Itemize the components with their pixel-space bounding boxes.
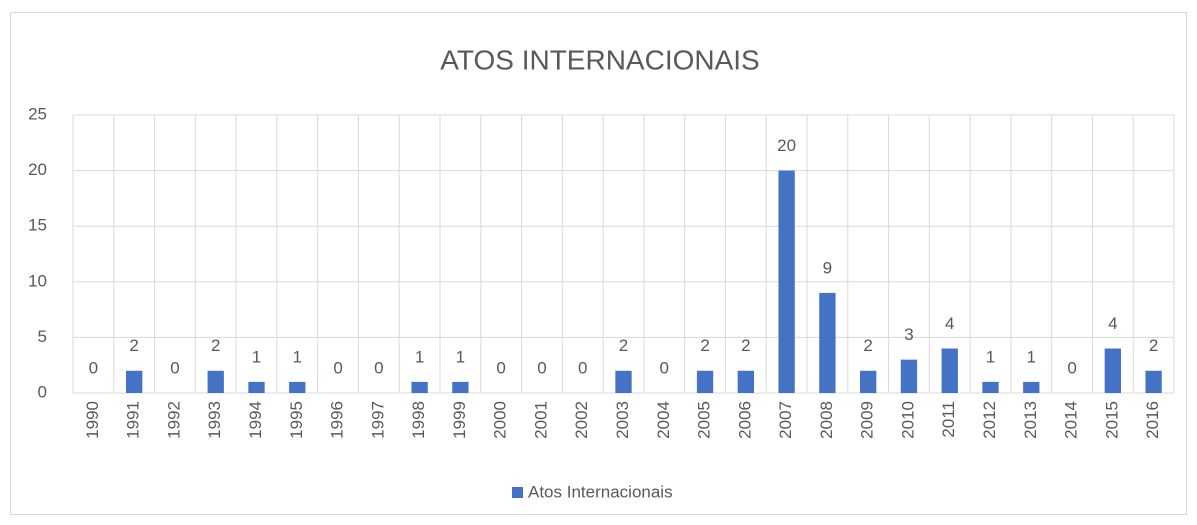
x-tick-label: 2012 [980,401,999,439]
x-tick-label: 1995 [287,401,306,439]
data-label: 2 [129,336,138,355]
y-tick-label: 25 [28,104,47,123]
data-label: 2 [619,336,628,355]
x-tick-label: 2013 [1021,401,1040,439]
x-tick-label: 1997 [368,401,387,439]
x-tick-label: 2014 [1062,401,1081,439]
data-label: 1 [986,347,995,366]
data-label: 0 [1067,358,1076,377]
bar [737,370,754,393]
bar [289,381,306,393]
bar [819,292,836,393]
data-label: 0 [333,358,342,377]
x-tick-label: 1994 [246,401,265,439]
y-tick-label: 10 [28,271,47,290]
chart-title: ATOS INTERNACIONAIS [440,44,759,75]
data-label: 3 [904,325,913,344]
x-tick-label: 2007 [776,401,795,439]
x-tick-label: 1993 [205,401,224,439]
y-tick-label: 5 [38,327,47,346]
x-tick-label: 2015 [1102,401,1121,439]
y-tick-label: 15 [28,216,47,235]
bar [411,381,428,393]
chart-border [10,12,1187,515]
x-tick-label: 1991 [124,401,143,439]
legend-swatch [512,487,523,498]
x-tick-label: 2006 [735,401,754,439]
data-label: 0 [89,358,98,377]
y-tick-label: 0 [38,382,47,401]
x-tick-label: 2000 [491,401,510,439]
bar [778,170,795,393]
data-label: 2 [863,336,872,355]
data-label: 2 [741,336,750,355]
data-label: 2 [1149,336,1158,355]
data-label: 0 [170,358,179,377]
bar [126,370,143,393]
data-label: 1 [1027,347,1036,366]
data-label: 4 [945,314,954,333]
bar [1023,381,1040,393]
data-label: 1 [415,347,424,366]
bar [1145,370,1162,393]
bar [900,359,918,393]
x-tick-label: 2009 [858,401,877,439]
data-label: 2 [211,336,220,355]
x-tick-label: 1996 [328,401,347,439]
bar [248,381,265,393]
data-label: 20 [777,136,796,155]
x-tick-label: 1992 [164,401,183,439]
x-tick-label: 2002 [572,401,591,439]
bar [982,381,999,393]
legend-label: Atos Internacionais [528,482,673,501]
data-label: 0 [660,358,669,377]
data-label: 0 [374,358,383,377]
x-tick-label: 1999 [450,401,469,439]
data-label: 0 [537,358,546,377]
bar [452,381,469,393]
x-tick-label: 2001 [531,401,550,439]
x-tick-label: 2011 [939,401,958,438]
data-label: 1 [293,347,302,366]
bar [615,370,632,393]
y-tick-label: 20 [28,160,47,179]
bar [207,370,224,393]
x-tick-label: 2005 [695,401,714,439]
bar [941,348,958,393]
data-label: 2 [700,336,709,355]
data-label: 0 [578,358,587,377]
bar [860,370,877,393]
data-label: 1 [456,347,465,366]
data-label: 4 [1108,314,1117,333]
x-tick-label: 1990 [83,401,102,439]
x-tick-label: 2010 [898,401,917,439]
x-tick-label: 2016 [1143,401,1162,439]
data-label: 0 [496,358,505,377]
x-tick-label: 2008 [817,401,836,439]
bar [696,370,714,393]
bar [1104,348,1121,393]
x-tick-label: 2003 [613,401,632,439]
data-label: 1 [252,347,261,366]
x-tick-label: 1998 [409,401,428,439]
data-label: 9 [823,258,832,277]
x-tick-label: 2004 [654,401,673,439]
